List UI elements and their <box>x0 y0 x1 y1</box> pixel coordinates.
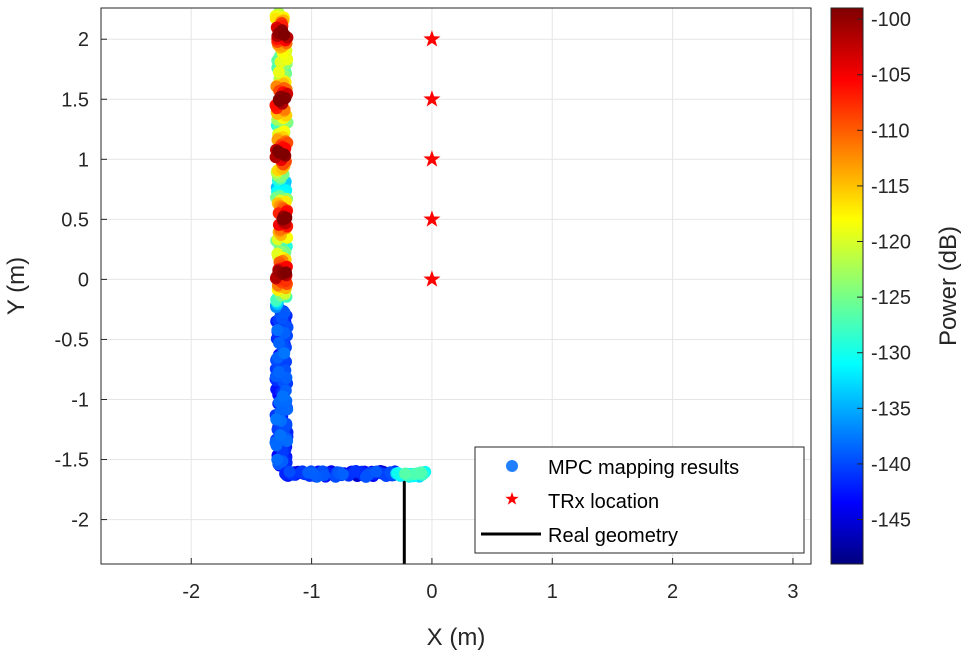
colorbar-ticks: -100 -105 -110 -115 -120 -125 -130 -135 -140 -145 <box>857 9 911 532</box>
mpc-point <box>414 466 427 479</box>
y-tick-label: -1 <box>71 389 89 411</box>
x-tick-label: 2 <box>667 581 678 603</box>
mpc-point <box>280 266 292 279</box>
x-tick-label: -2 <box>182 581 200 603</box>
mpc-point <box>399 467 411 480</box>
colorbar-tick-label: -110 <box>871 120 910 142</box>
y-tick-label: 0.5 <box>61 209 89 231</box>
y-tick-label: -2 <box>71 510 89 532</box>
x-tick-label: 1 <box>547 581 558 603</box>
mpc-point <box>271 453 284 466</box>
colorbar-tick-label: -140 <box>871 454 911 476</box>
mpc-point <box>270 439 283 452</box>
colorbar-tick-label: -130 <box>871 343 911 365</box>
y-tick-label: 2 <box>78 29 89 51</box>
y-tick-label: 1.5 <box>61 89 89 111</box>
colorbar-gradient <box>830 7 864 565</box>
y-tick-label: 1 <box>78 149 89 171</box>
y-tick-label: -1.5 <box>55 450 89 472</box>
mpc-point <box>273 337 285 349</box>
mpc-point <box>273 146 286 159</box>
x-tick-label: 3 <box>787 581 798 603</box>
trx-star <box>423 210 441 227</box>
trx-star <box>423 90 441 107</box>
mpc-point <box>278 306 291 319</box>
legend: MPC mapping results TRx location Real ge… <box>474 446 805 554</box>
trx-star <box>423 270 441 287</box>
plot-frame <box>100 7 812 565</box>
colorbar-tick-label: -125 <box>871 287 911 309</box>
y-tick-label: 0 <box>78 269 89 291</box>
x-axis-label: X (m) <box>427 624 486 651</box>
colorbar-tick-label: -145 <box>871 510 911 532</box>
legend-trx-marker <box>505 492 519 505</box>
colorbar-tick-label: -105 <box>871 65 911 87</box>
colorbar-tick-label: -135 <box>871 398 911 420</box>
mpc-point <box>274 429 287 442</box>
mpc-point <box>278 28 291 41</box>
colorbar-tick-label: -115 <box>871 176 910 198</box>
legend-mpc-marker <box>506 460 518 472</box>
mpc-point <box>271 324 284 337</box>
y-axis-label: Y (m) <box>3 257 30 315</box>
legend-trx-label: TRx location <box>548 491 659 513</box>
colorbar-tick-label: -100 <box>871 9 911 31</box>
mpc-point <box>276 390 289 403</box>
trx-layer <box>423 30 441 287</box>
mpc-point <box>360 470 372 483</box>
mpc-point <box>270 413 283 426</box>
mpc-point <box>336 468 349 481</box>
legend-mpc-label: MPC mapping results <box>548 457 739 479</box>
y-tick-label: -0.5 <box>55 329 89 351</box>
mpc-point <box>272 365 285 378</box>
mpc-point <box>276 213 289 226</box>
trx-star <box>423 30 441 47</box>
colorbar-label: Power (dB) <box>935 226 962 346</box>
mpc-point <box>283 465 296 478</box>
x-tick-label: -1 <box>303 581 321 603</box>
mpc-point <box>306 467 319 480</box>
mpc-point <box>370 465 383 478</box>
mpc-point <box>273 94 286 107</box>
mpc-point <box>348 465 361 478</box>
colorbar-tick-label: -120 <box>871 232 911 254</box>
x-tick-label: 0 <box>426 581 437 603</box>
mpc-points-layer <box>269 8 432 483</box>
mpc-point <box>272 66 285 79</box>
y-axis-ticks: 2 1.5 1 0.5 0 -0.5 -1 -1.5 -2 <box>55 29 107 532</box>
colorbar: -100 -105 -110 -115 -120 -125 -130 -135 -140 -145… <box>830 7 962 565</box>
legend-geometry-label: Real geometry <box>548 525 678 547</box>
mpc-point <box>278 347 291 360</box>
x-axis-ticks: -2 -1 0 1 2 3 <box>182 558 799 603</box>
trx-star <box>423 150 441 167</box>
